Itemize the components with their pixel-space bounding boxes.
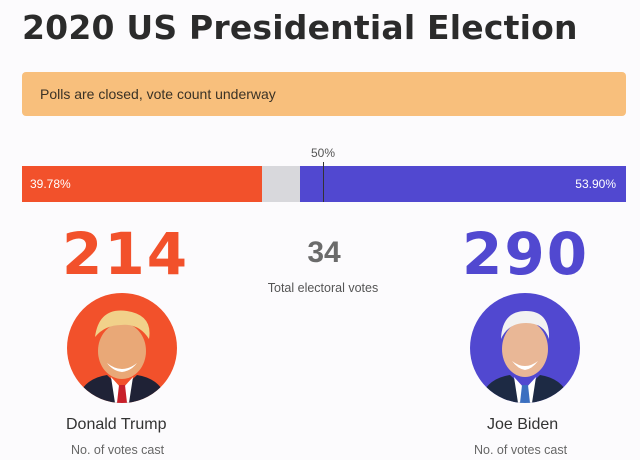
- trump-electoral-votes: 214: [62, 220, 190, 288]
- biden-electoral-votes: 290: [462, 220, 590, 288]
- remaining-electoral-votes: 34: [307, 236, 341, 269]
- majority-marker-line: [323, 162, 324, 202]
- page-title: 2020 US Presidential Election: [22, 8, 578, 47]
- trump-votes-cast-label: No. of votes cast: [71, 443, 165, 457]
- trump-vote-bar-segment: 39.78%: [22, 166, 262, 202]
- biden-avatar: [470, 293, 580, 403]
- trump-vote-percent: 39.78%: [30, 177, 71, 191]
- biden-vote-bar-segment: 53.90%: [300, 166, 626, 202]
- majority-label: 50%: [311, 146, 336, 160]
- trump-avatar: [67, 293, 177, 403]
- person-portrait-icon: [480, 311, 570, 403]
- person-portrait-icon: [77, 310, 167, 403]
- biden-votes-cast-label: No. of votes cast: [474, 443, 568, 457]
- trump-name: Donald Trump: [66, 416, 167, 433]
- popular-vote-bar: 39.78% 53.90%: [22, 166, 626, 202]
- biden-name: Joe Biden: [487, 416, 559, 433]
- electoral-votes-caption: Total electoral votes: [267, 281, 379, 295]
- status-banner: Polls are closed, vote count underway: [22, 72, 626, 116]
- biden-vote-percent: 53.90%: [575, 177, 616, 191]
